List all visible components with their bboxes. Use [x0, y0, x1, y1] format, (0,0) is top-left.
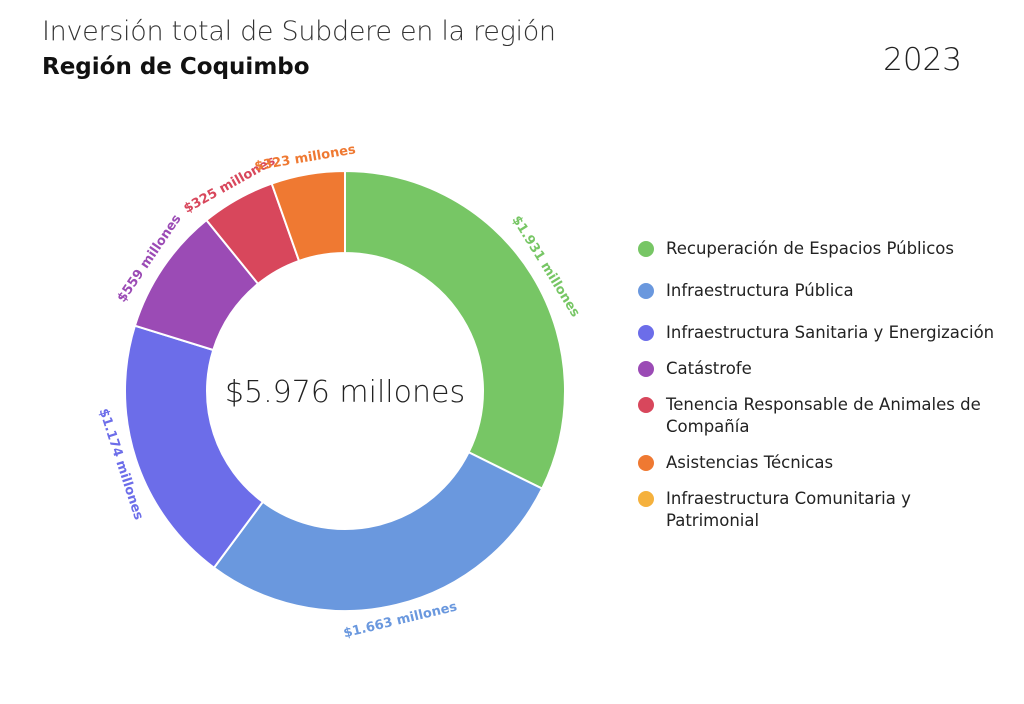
chart-legend: Recuperación de Espacios Públicos Infraes…	[636, 238, 1006, 546]
legend-item-0: Recuperación de Espacios Públicos	[636, 238, 1006, 260]
chart-subtitle: Región de Coquimbo	[42, 54, 310, 80]
legend-swatch-2	[638, 325, 654, 341]
legend-swatch-6	[638, 491, 654, 507]
legend-item-5: Asistencias Técnicas	[636, 452, 1006, 474]
legend-swatch-5	[638, 455, 654, 471]
legend-swatch-3	[638, 361, 654, 377]
legend-item-6: Infraestructura Comunitaria y Patrimonia…	[636, 488, 1006, 532]
donut-slice-5	[270, 169, 346, 263]
legend-label-5: Asistencias Técnicas	[666, 453, 834, 472]
legend-item-4: Tenencia Responsable de Animales de Comp…	[636, 394, 1006, 438]
donut-slices	[124, 169, 566, 612]
chart-year: 2023	[883, 42, 962, 78]
donut-slice-2	[124, 324, 265, 570]
legend-label-0: Recuperación de Espacios Públicos	[666, 239, 954, 258]
data-label-5: $323 millones	[253, 142, 357, 174]
legend-label-1: Infraestructura Pública	[666, 281, 854, 300]
legend-swatch-4	[638, 397, 654, 413]
chart-title: Inversión total de Subdere en la región	[42, 16, 556, 47]
legend-swatch-1	[638, 283, 654, 299]
legend-item-2: Infraestructura Sanitaria y Energización	[636, 322, 1006, 344]
donut-slice-1	[212, 450, 544, 612]
legend-label-2: Infraestructura Sanitaria y Energización	[666, 323, 995, 342]
legend-swatch-0	[638, 241, 654, 257]
donut-center-total: $5.976 millones	[225, 375, 465, 410]
legend-item-1: Infraestructura Pública	[636, 280, 1006, 302]
legend-label-3: Catástrofe	[666, 359, 752, 378]
donut-slice-0	[344, 169, 566, 490]
legend-item-3: Catástrofe	[636, 358, 1006, 380]
legend-label-6: Infraestructura Comunitaria y Patrimonia…	[666, 489, 911, 530]
legend-label-4: Tenencia Responsable de Animales de Comp…	[666, 395, 981, 436]
